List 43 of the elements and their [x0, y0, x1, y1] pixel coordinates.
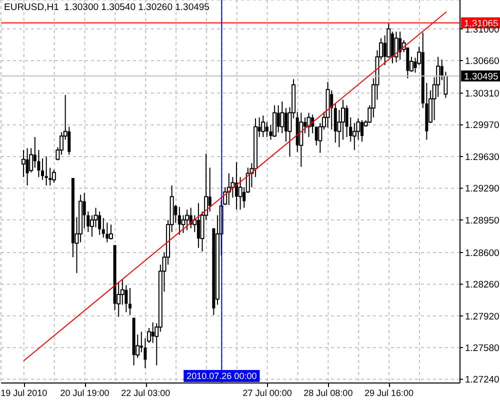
y-tick-label: 1.29630 [465, 152, 500, 163]
y-tick-label: 1.30660 [465, 56, 500, 67]
candlestick [394, 31, 398, 63]
x-tick-label: 28 Jul 08:00 [304, 388, 353, 398]
x-tick-label: 2010.07.26 00:00 [186, 371, 257, 381]
candlestick [106, 222, 109, 243]
ref-line-label: 1.30495 [464, 71, 498, 82]
candlestick [108, 224, 113, 240]
candlestick [299, 112, 304, 168]
y-tick-label: 1.27580 [465, 342, 500, 354]
candlestick [102, 218, 105, 238]
candlestick [314, 126, 318, 146]
candlestick [265, 122, 268, 138]
y-tick-label: 1.30310 [465, 88, 500, 100]
candlestick [44, 156, 48, 186]
candlestick [26, 148, 29, 186]
candlestick [398, 31, 402, 60]
candlestick [276, 104, 280, 133]
candlestick [261, 115, 266, 138]
candlestick [52, 169, 56, 184]
candlestick [128, 287, 132, 316]
y-tick-label: 1.28600 [465, 248, 500, 259]
candlestick [41, 158, 44, 180]
candlestick [345, 104, 348, 138]
candlestick [98, 211, 102, 236]
y-tick-label: 1.28260 [465, 280, 500, 291]
chart-title: EURUSD,H1 1.30300 1.30540 1.30260 1.30495 [4, 2, 210, 14]
candlestick [185, 209, 190, 231]
x-tick-label: 22 Jul 03:00 [121, 388, 170, 398]
candlestick [334, 102, 337, 144]
y-tick-label: 1.27920 [465, 311, 500, 322]
y-tick-label: 1.29290 [465, 184, 500, 195]
candlestick [330, 90, 334, 130]
y-tick-label: 1.27240 [465, 374, 500, 386]
x-tick-label: 20 Jul 19:00 [60, 388, 110, 398]
x-tick-label: 29 Jul 16:00 [364, 388, 414, 398]
candlestick [208, 167, 212, 212]
candlestick [151, 322, 154, 344]
x-tick-label: 27 Jul 00:00 [242, 388, 292, 398]
x-tick-label: 19 Jul 2010 [0, 388, 48, 398]
candlestick [272, 104, 277, 138]
y-tick-label: 1.29970 [465, 120, 500, 132]
y-tick-label: 1.28950 [465, 215, 500, 226]
